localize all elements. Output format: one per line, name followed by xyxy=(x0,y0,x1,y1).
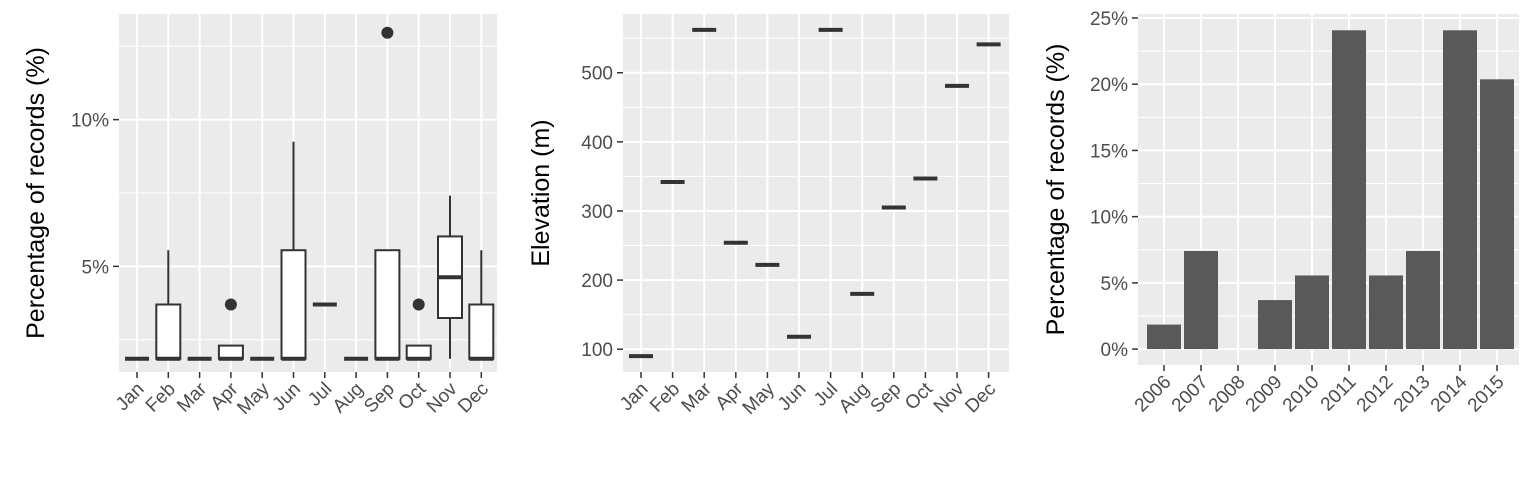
x-tick-label: Sep xyxy=(867,379,906,418)
x-tick-label: Sep xyxy=(360,379,399,418)
x-tick-label: Aug xyxy=(835,379,874,418)
bar-2010 xyxy=(1295,275,1329,350)
x-tick-label: Feb xyxy=(142,379,180,417)
outlier-point-oct xyxy=(412,298,425,311)
x-tick-label: Aug xyxy=(329,379,368,418)
box-dec xyxy=(468,303,495,360)
x-tick-label: Jan xyxy=(112,379,149,416)
x-tick-label: Feb xyxy=(646,379,684,417)
y-axis-title: Percentage of records (%) xyxy=(1042,44,1070,336)
x-tick-label: Mar xyxy=(678,378,716,416)
bar-2007 xyxy=(1184,250,1218,350)
y-tick-label: 10% xyxy=(1090,208,1128,229)
box-jun xyxy=(280,249,307,360)
y-tick-label: 10% xyxy=(71,111,109,132)
x-tick-label: Mar xyxy=(173,378,211,416)
panel-background xyxy=(623,14,1009,372)
y-tick-label: 20% xyxy=(1090,75,1128,96)
x-tick-label: 2009 xyxy=(1242,372,1287,417)
outlier-point-sep xyxy=(381,26,394,39)
x-tick-label: 2010 xyxy=(1279,372,1324,417)
x-tick-label: Jun xyxy=(269,379,306,416)
x-tick-label: Nov xyxy=(423,378,462,417)
outlier-point-apr xyxy=(224,298,237,311)
x-tick-label: 2012 xyxy=(1353,372,1398,417)
x-tick-label: Dec xyxy=(961,379,1000,418)
bar-2011 xyxy=(1332,30,1366,350)
y-tick-label: 100 xyxy=(581,340,613,361)
bar-2012 xyxy=(1369,275,1403,350)
box-feb xyxy=(155,303,182,360)
x-tick-label: Dec xyxy=(454,379,493,418)
x-tick-label: 2006 xyxy=(1131,372,1176,417)
x-tick-label: May xyxy=(739,378,780,419)
y-tick-label: 0% xyxy=(1101,340,1129,361)
x-tick-label: 2011 xyxy=(1317,372,1361,416)
bar-2015 xyxy=(1480,79,1514,350)
x-tick-label: 2007 xyxy=(1168,372,1213,417)
x-tick-label: Nov xyxy=(930,378,969,417)
bar-2013 xyxy=(1406,250,1440,350)
x-tick-label: 2008 xyxy=(1205,372,1250,417)
x-tick-label: Jun xyxy=(774,379,811,416)
y-tick-label: 500 xyxy=(581,64,613,85)
bar-2006 xyxy=(1147,324,1181,350)
y-tick-label: 25% xyxy=(1090,9,1128,30)
x-tick-label: Jan xyxy=(616,379,653,416)
x-tick-label: 2014 xyxy=(1427,371,1472,416)
y-tick-label: 200 xyxy=(581,271,613,292)
x-tick-label: May xyxy=(233,378,274,419)
y-axis-title: Elevation (m) xyxy=(527,119,555,266)
yearly-records-bar-panel: 0% 5% 10% 15% 20% 25% 200620072008200920102011… xyxy=(1042,9,1519,416)
y-tick-label: 15% xyxy=(1090,141,1128,162)
box-sep xyxy=(374,249,401,360)
y-tick-label: 5% xyxy=(82,257,110,278)
bar-2014 xyxy=(1443,30,1477,350)
y-tick-label: 5% xyxy=(1101,274,1129,295)
y-tick-label: 300 xyxy=(581,202,613,223)
x-tick-label: Oct xyxy=(901,378,937,414)
x-tick-label: 2015 xyxy=(1464,372,1509,417)
x-tick-label: Oct xyxy=(394,378,430,414)
y-axis-title: Percentage of records (%) xyxy=(22,47,50,339)
y-tick-label: 400 xyxy=(581,133,613,154)
bar-2009 xyxy=(1258,300,1292,350)
x-tick-label: 2013 xyxy=(1390,372,1435,417)
